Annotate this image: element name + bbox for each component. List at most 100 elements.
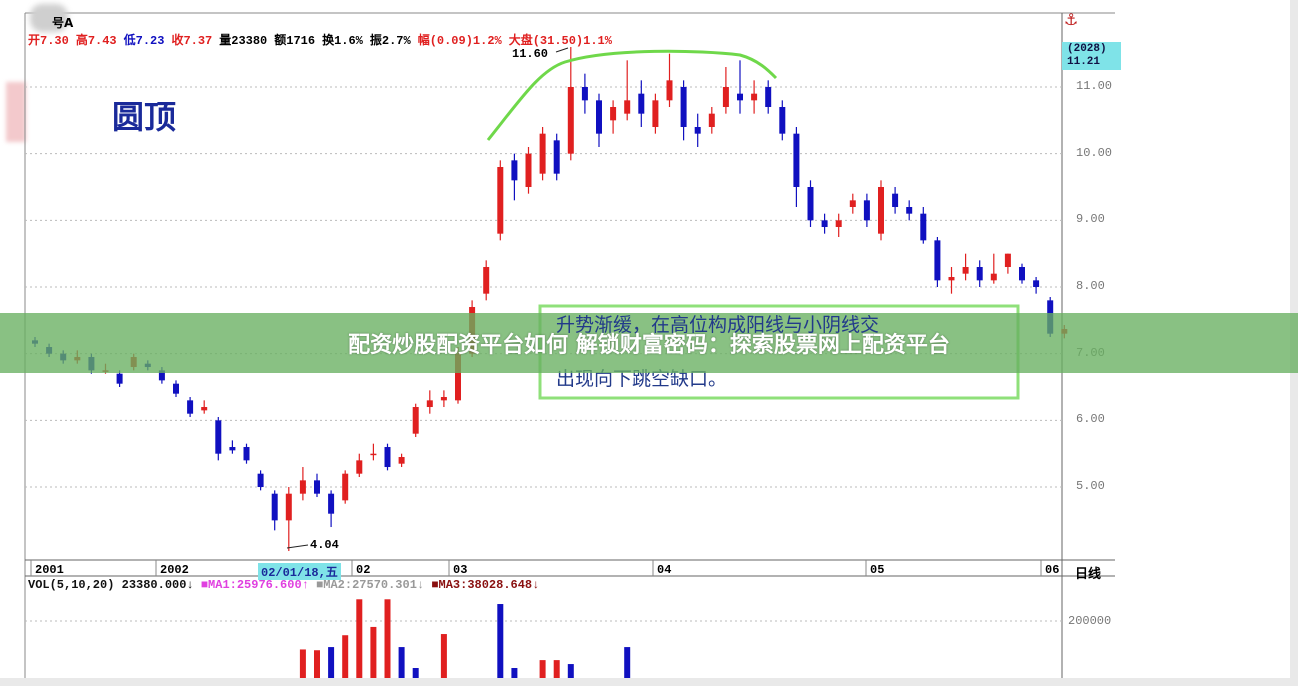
volume-bar <box>328 647 335 678</box>
note-line-1: 升势渐缓，在高位构成阳线与小阴线交 <box>556 314 880 336</box>
quote-field: 低7.23 <box>123 34 165 48</box>
candle-body <box>765 87 772 108</box>
period-label: 日线 <box>1075 567 1102 582</box>
x-tick-label: 05 <box>870 563 885 577</box>
quote-field: 幅(0.09)1.2% <box>417 34 502 48</box>
candle-body <box>638 93 645 114</box>
volume-bar <box>440 634 447 678</box>
low-label: 4.04 <box>310 538 339 552</box>
volume-bar <box>398 647 405 678</box>
candle-body <box>553 140 560 174</box>
note-line-3: 出现向下跳空缺口。 <box>556 368 728 390</box>
candle-body <box>511 160 518 181</box>
volume-bar <box>370 626 377 678</box>
candle-body <box>398 457 405 464</box>
y-tick-label: 8.00 <box>1076 279 1105 293</box>
volume-bar <box>384 599 391 678</box>
candle-body <box>779 107 786 134</box>
candle-body <box>596 100 602 134</box>
y-tick-label: 5.00 <box>1076 479 1105 494</box>
quote-field: 大盘(31.50)1.1% <box>508 34 612 48</box>
decorative-mark <box>6 82 26 142</box>
candle-body <box>680 87 687 128</box>
candle-body <box>370 453 377 456</box>
candle-body <box>243 447 250 461</box>
price-tag-value: 11.21 <box>1067 56 1101 68</box>
blurred-stock-name <box>30 4 68 32</box>
candle-body <box>299 480 306 494</box>
quote-field: 振2.7% <box>369 34 411 48</box>
candle-body <box>737 93 743 101</box>
volume-ma2: ■MA2:27570.301↓ <box>316 578 425 592</box>
volume-bar <box>412 668 419 678</box>
candle-body <box>314 480 320 494</box>
anchor-icon: ⚓ <box>1064 10 1079 29</box>
candle-body <box>948 277 955 281</box>
volume-bar <box>539 660 546 678</box>
volume-header: VOL(5,10,20) 23380.000↓ ■MA1:25976.600↑ … <box>28 578 539 592</box>
quote-field: 开7.30 <box>28 34 69 48</box>
candle-body <box>285 493 292 521</box>
candle-body <box>962 267 969 274</box>
candle-body <box>793 133 800 188</box>
candle-body <box>976 267 983 281</box>
candle-body <box>187 400 194 414</box>
candle-body <box>539 133 546 174</box>
x-tick-label: 03 <box>453 563 468 577</box>
candle-body <box>412 407 419 434</box>
candle-body <box>497 167 504 234</box>
candle-body <box>821 220 828 228</box>
volume-ma1: ■MA1:25976.600↑ <box>200 578 309 592</box>
candle-body <box>990 273 997 281</box>
candle-body <box>215 420 222 454</box>
candle-body <box>158 370 165 381</box>
price-tag-count: (2028) <box>1067 43 1107 55</box>
volume-bar <box>553 660 560 678</box>
candle-body <box>722 87 729 108</box>
quote-header: 开7.30 高7.43 低7.23 收7.37 量23380 额1716 换1.6% 振2.7… <box>28 31 619 48</box>
candle-body <box>271 493 278 521</box>
candle-body <box>328 493 335 514</box>
candle-body <box>116 373 123 384</box>
quote-field: 额1716 <box>274 34 316 48</box>
x-tick-label: 06 <box>1045 563 1060 577</box>
candle-body <box>173 383 179 394</box>
candle-body <box>624 100 631 114</box>
x-tick-label: 04 <box>657 563 672 577</box>
volume-value: VOL(5,10,20) 23380.000↓ <box>28 578 194 592</box>
candle-body <box>483 267 490 294</box>
volume-bar <box>342 635 349 678</box>
candle-body <box>807 187 814 221</box>
x-tick-label: 2001 <box>35 563 64 577</box>
cursor-date: 02/01/18,五 <box>258 563 341 580</box>
candle-body <box>567 87 574 154</box>
quote-field: 高7.43 <box>75 34 117 48</box>
price-tag: (2028) 11.21 <box>1062 42 1121 70</box>
candle-body <box>652 100 659 128</box>
candle-body <box>610 107 617 121</box>
candle-body <box>849 200 856 208</box>
overlay-banner[interactable]: 配资炒股配资平台如何 解锁财富密码：探索股票网上配资平台 <box>0 313 1298 373</box>
volume-bar <box>567 664 574 678</box>
y-tick-label: 10.00 <box>1076 145 1113 160</box>
candle-body <box>694 127 701 134</box>
candle-body <box>455 353 461 401</box>
y-tick-label: 11.00 <box>1076 79 1113 93</box>
candle-body <box>751 93 758 101</box>
candle-body <box>257 473 264 488</box>
candle-body <box>229 447 236 451</box>
volume-ma3: ■MA3:38028.648↓ <box>431 578 540 592</box>
quote-field: 量23380 <box>219 34 268 48</box>
volume-bar <box>511 668 518 678</box>
candle-body <box>835 220 842 228</box>
candle-body <box>356 460 363 474</box>
volume-tick: 200000 <box>1068 614 1112 628</box>
quote-field: 换1.6% <box>322 34 363 48</box>
candle-body <box>878 187 884 234</box>
candle-body <box>440 397 447 401</box>
rounded-top-arc <box>486 49 778 141</box>
candle-body <box>426 400 433 408</box>
candle-body <box>201 407 208 411</box>
volume-bar <box>497 604 504 678</box>
candle-body <box>525 153 532 188</box>
